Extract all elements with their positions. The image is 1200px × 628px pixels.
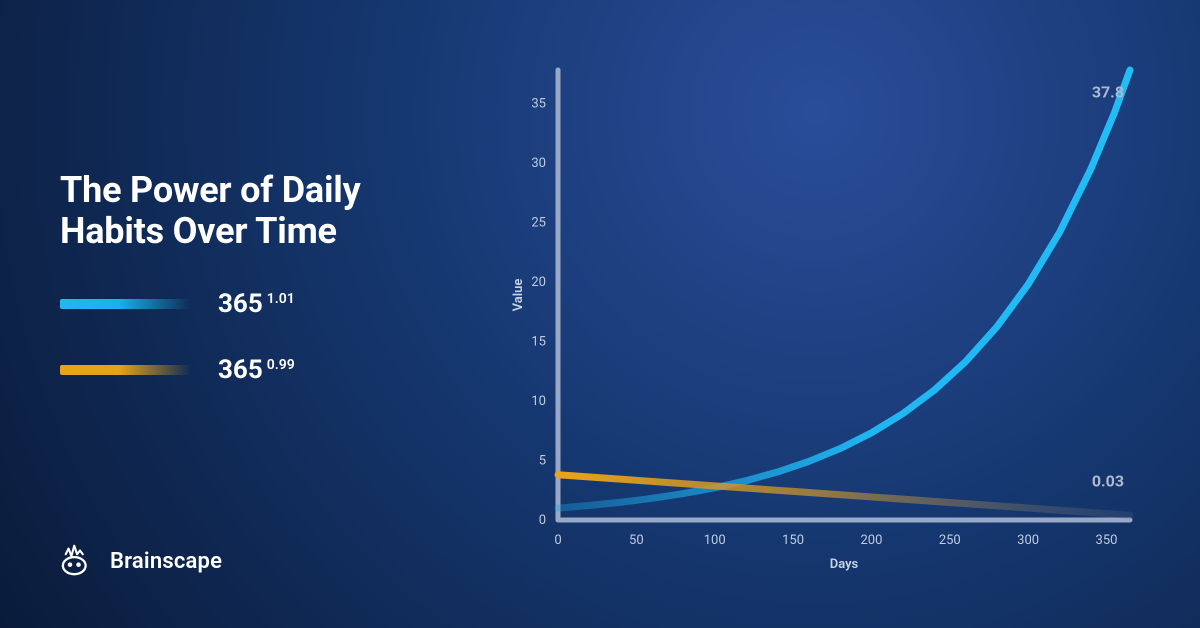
svg-text:100: 100 (704, 533, 726, 548)
brand: Brainscape (60, 540, 222, 582)
svg-text:350: 350 (1096, 533, 1118, 548)
svg-text:20: 20 (531, 275, 546, 290)
svg-text:15: 15 (531, 334, 546, 349)
svg-text:Value: Value (511, 279, 526, 312)
brand-name: Brainscape (110, 549, 222, 574)
svg-text:300: 300 (1017, 533, 1039, 548)
svg-text:30: 30 (531, 156, 546, 171)
left-panel: The Power of Daily Habits Over Time 3651… (60, 170, 460, 385)
legend-swatch-decay (60, 365, 190, 375)
legend-row-growth: 3651.01 (60, 289, 460, 319)
habits-chart: 05101520253035050100150200250300350DaysV… (510, 60, 1170, 590)
page-title: The Power of Daily Habits Over Time (60, 170, 460, 253)
legend-row-decay: 3650.99 (60, 355, 460, 385)
svg-text:200: 200 (860, 533, 882, 548)
svg-text:5: 5 (539, 453, 546, 468)
svg-text:Days: Days (830, 557, 859, 572)
legend: 3651.01 3650.99 (60, 289, 460, 385)
svg-text:37.8: 37.8 (1092, 82, 1124, 101)
svg-text:35: 35 (531, 96, 546, 111)
brainscape-logo-icon (60, 540, 98, 582)
svg-text:0: 0 (554, 533, 561, 548)
svg-text:150: 150 (782, 533, 804, 548)
svg-text:50: 50 (629, 533, 644, 548)
svg-text:25: 25 (531, 215, 546, 230)
svg-text:0: 0 (539, 513, 546, 528)
legend-swatch-growth (60, 299, 190, 309)
svg-text:0.03: 0.03 (1092, 472, 1124, 491)
svg-text:10: 10 (531, 394, 546, 409)
svg-text:250: 250 (939, 533, 961, 548)
legend-label-decay: 3650.99 (218, 355, 295, 385)
legend-label-growth: 3651.01 (218, 289, 295, 319)
